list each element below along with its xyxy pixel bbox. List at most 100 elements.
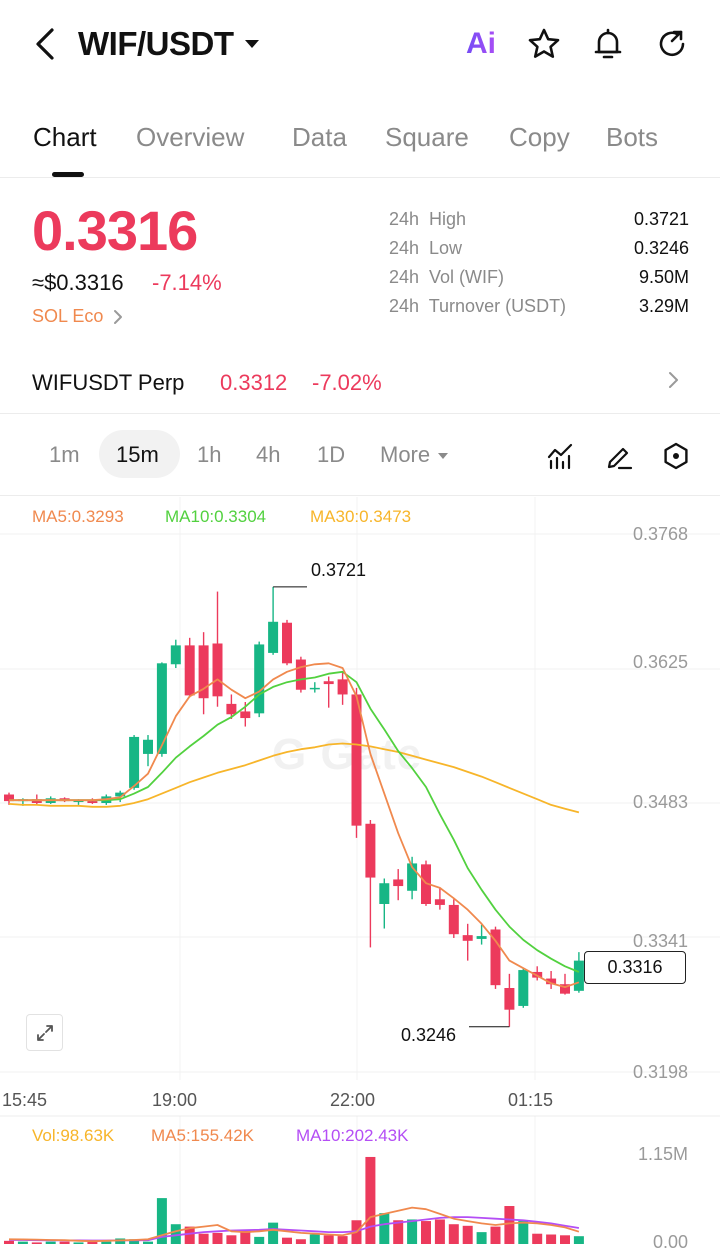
stat-value: 0.3721 [633,209,689,229]
pair-selector[interactable]: WIF/USDT [78,24,260,64]
candle-body [170,645,181,665]
candle-body [184,645,195,696]
candle-body [254,644,265,714]
candle-body [560,984,570,994]
volume-bar [448,1224,459,1244]
tab-data[interactable]: Data [292,122,347,152]
eco-tag-link[interactable]: SOL Eco [32,306,123,327]
volume-bar [560,1235,570,1244]
volume-bar [490,1226,501,1244]
perp-name: WIFUSDT Perp [32,370,185,395]
settings-hexagon-icon[interactable] [660,440,692,472]
volume-bar [421,1221,431,1244]
tab-overview[interactable]: Overview [136,122,245,152]
bell-icon[interactable] [590,26,626,62]
volume-bar [31,1242,42,1244]
low-price-callout: 0.3246 [401,1025,457,1045]
volume-bar [226,1235,237,1244]
tab-square[interactable]: Square [385,122,469,152]
chevron-down-icon [438,453,449,460]
stat-label: 24h Low [389,238,463,258]
indicator-icon[interactable] [544,440,576,472]
volume-bar [323,1235,334,1244]
last-price: 0.3316 [32,199,198,262]
volume-bar [518,1221,529,1244]
current-price-tag: 0.3316 [584,951,686,984]
volume-bar [476,1232,487,1244]
interval-1h[interactable]: 1h [197,442,222,467]
star-icon[interactable] [526,26,562,62]
active-interval-pill [99,430,180,478]
chevron-right-icon [669,372,678,388]
volume-axis-tick: 0.00 [652,1232,688,1252]
expand-icon[interactable] [26,1014,63,1051]
active-tab-indicator [52,172,84,177]
candle-body [504,987,515,1010]
volume-bar [143,1241,153,1244]
volume-bar [365,1156,376,1244]
ma10-legend: MA10:0.3304 [165,507,267,526]
perp-contract-row[interactable]: WIFUSDT Perp 0.3312 -7.02% [0,352,720,414]
volume-bar [532,1233,543,1244]
interval-1m[interactable]: 1m [49,442,80,467]
stat-24h-turnover: 24h Turnover (USDT) 3.29M [389,296,689,322]
draw-pen-icon[interactable] [603,440,635,472]
top-header: WIF/USDT Ai [0,0,720,92]
volume-bar [282,1237,292,1244]
eco-tag-label: SOL Eco [32,306,104,326]
volume-axis-tick: 1.15M [637,1144,688,1164]
volume-bar [240,1229,251,1244]
tab-bots[interactable]: Bots [606,122,659,152]
high-price-callout: 0.3721 [311,560,367,580]
candle-body [309,687,320,690]
candle-body [490,929,501,986]
candle-body [212,643,223,697]
interval-4h[interactable]: 4h [256,442,281,467]
candle-body [129,736,140,788]
tab-chart[interactable]: Chart [33,122,97,152]
volume-bar [407,1219,418,1244]
candle-body [31,799,42,803]
candle-body [476,936,487,939]
volume-bar [295,1239,306,1244]
volume-bar [101,1241,112,1244]
volume-bar [4,1240,14,1244]
candle-body [268,621,279,653]
candle-body [393,879,404,887]
stat-value: 3.29M [638,296,689,316]
volume-bar [268,1222,279,1244]
tab-copy[interactable]: Copy [509,122,570,152]
candle-body [434,899,445,905]
more-label: More [380,442,431,467]
candle-body [198,645,209,699]
volume-bar [170,1224,181,1244]
interval-1d[interactable]: 1D [317,442,346,467]
volume-ma10-legend: MA10:202.43K [296,1126,409,1145]
perp-price: 0.3312 [220,370,288,395]
candle-body [282,622,292,664]
candle-body [115,792,126,797]
interval-15m[interactable]: 15m [116,442,159,467]
ma30-line [8,742,580,814]
volume-legend: Vol:98.63K [32,1126,115,1145]
candle-body [462,935,473,941]
refresh-icon[interactable] [654,26,690,62]
volume-bar [309,1234,320,1244]
candle-body [365,823,376,878]
stat-value: 0.3246 [633,238,689,258]
watermark-logo: G Gate [272,730,423,779]
y-axis-tick: 0.3341 [632,931,688,951]
volume-bar [504,1206,515,1244]
ai-icon[interactable]: Ai [460,26,502,62]
y-axis-tick: 0.3483 [632,792,688,812]
interval-more-dropdown[interactable]: More [380,442,449,468]
candle-body [573,960,584,991]
candle-body [295,659,306,690]
candle-body [546,978,557,985]
volume-bar [198,1233,209,1244]
back-icon[interactable] [28,24,62,64]
volume-bar [546,1234,557,1244]
stat-label: 24h High [389,209,467,229]
perp-change: -7.02% [312,370,382,395]
